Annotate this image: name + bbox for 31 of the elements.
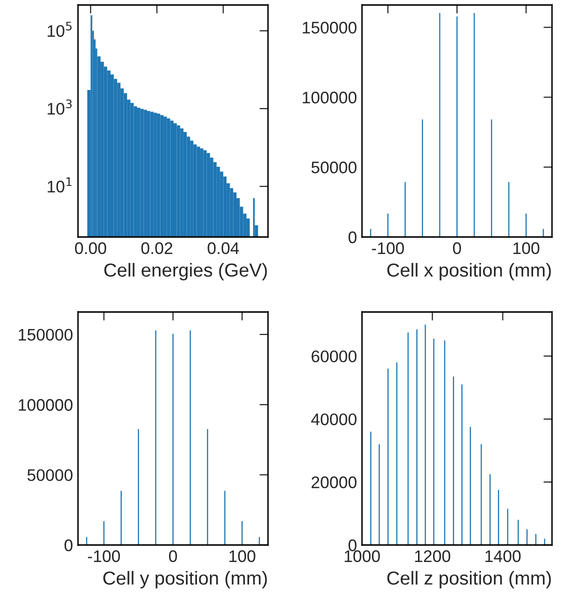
- x-tick-label: 0: [453, 242, 461, 254]
- x-tick-label: 0.00: [75, 242, 106, 254]
- x-tick-label: 100: [513, 242, 540, 254]
- y-tick-label: 0: [348, 231, 356, 244]
- x-tick-label: 1200: [415, 550, 450, 562]
- x-axis-title: Cell y position (mm): [103, 570, 267, 588]
- x-tick-label: 100: [229, 550, 256, 562]
- y-tick-label: 10$^{1}$: [48, 177, 72, 192]
- y-tick-label: 40000: [311, 413, 356, 426]
- x-tick-label: 1000: [344, 550, 380, 562]
- y-tick-label: 60000: [312, 350, 356, 362]
- y-tick-label: 150000: [18, 328, 72, 341]
- y-tick-label: 0: [64, 539, 72, 552]
- x-tick-label: -100: [88, 550, 120, 562]
- y-tick-label: 100000: [18, 399, 72, 411]
- y-tick-label: 20000: [312, 476, 356, 488]
- y-tick-label: 150000: [302, 22, 356, 34]
- x-tick-label: 0.02: [141, 242, 172, 254]
- y-tick-label: 50000: [311, 162, 356, 174]
- y-tick-label: 100000: [302, 92, 356, 104]
- x-tick-label: 0.04: [208, 242, 239, 254]
- x-tick-label: 1400: [485, 550, 521, 562]
- x-tick-label: 0: [169, 550, 177, 562]
- x-axis-title: Cell energies (GeV): [104, 262, 267, 280]
- x-tick-label: -100: [372, 242, 404, 254]
- y-tick-label: 10$^{3}$: [48, 99, 72, 115]
- x-axis-title: Cell z position (mm): [387, 570, 551, 588]
- y-tick-label: 0: [348, 539, 356, 552]
- y-tick-label: 10$^{5}$: [48, 22, 72, 37]
- x-axis-title: Cell x position (mm): [387, 262, 551, 280]
- y-tick-label: 50000: [27, 469, 72, 482]
